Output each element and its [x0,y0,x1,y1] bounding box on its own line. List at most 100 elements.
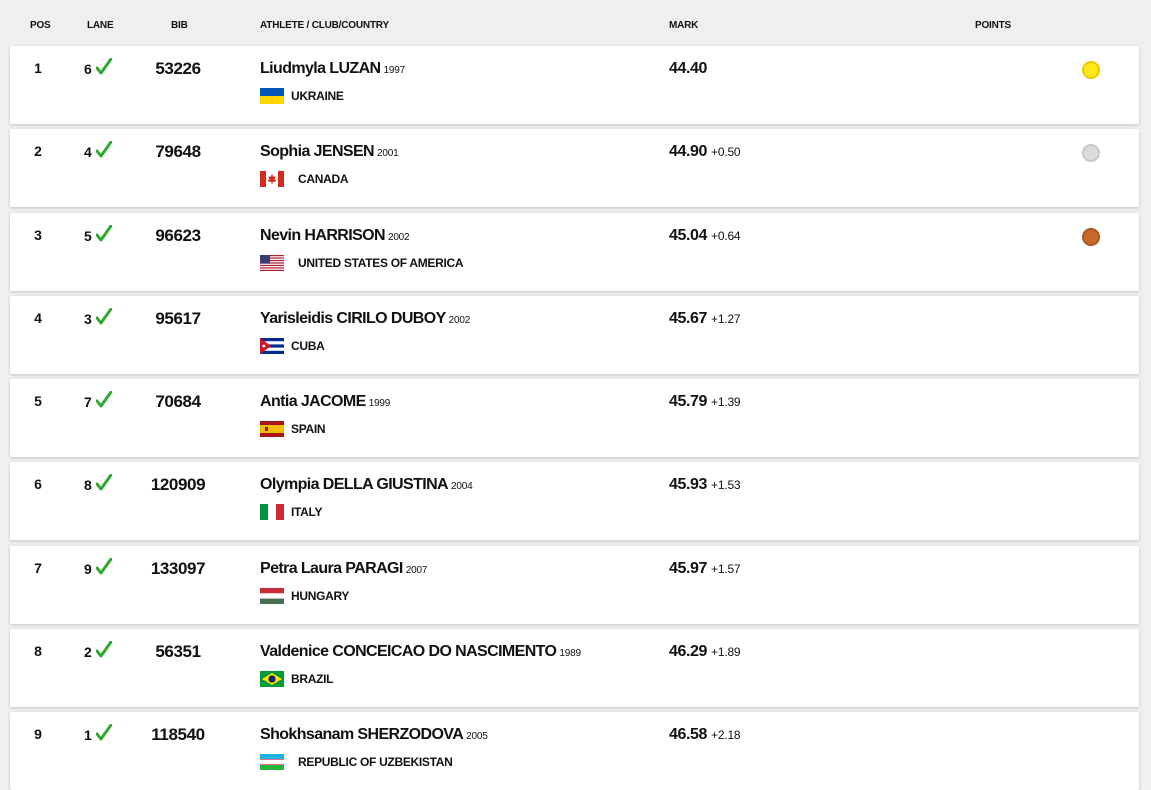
country: SPAIN [291,422,326,436]
birth-year: 2005 [466,731,488,742]
position: 2 [34,143,42,160]
position: 9 [34,726,42,742]
country: CUBA [291,338,325,353]
position: 1 [34,60,42,76]
birth-year: 2002 [387,231,410,243]
athlete-name: Liudmyla LUZAN [260,60,381,77]
qualified-check [96,58,112,75]
qualified-check [96,557,112,574]
qualified-check [96,224,112,241]
medal [1082,61,1100,79]
header-points: POINTS [975,20,1012,31]
bib: 95617 [155,308,201,328]
birth-year: 2004 [451,481,473,493]
athlete: Valdenice CONCEICAO DO NASCIMENTO 1989 [260,643,581,661]
country-flag [260,421,284,437]
mark: 45.97 +1.57 [669,559,741,578]
qualified-check [96,391,112,408]
lane: 8 [84,477,92,494]
country-flag [260,254,284,271]
mark-diff: +1.53 [711,478,741,493]
country: REPUBLIC OF UZBEKISTAN [298,755,453,769]
header-bib: BIB [171,20,188,31]
athlete: Nevin HARRISON 2002 [260,226,410,245]
result-row: 4 3 95617 Yarisleidis CIRILO DUBOY 2002 CUBA 4… [10,295,1139,374]
position: 6 [34,476,42,493]
country-flag [260,754,284,770]
country-flag [260,337,284,354]
position: 3 [34,226,42,243]
athlete-name: Antia JACOME [260,393,366,410]
qualified-check [96,640,112,658]
athlete-name: Yarisleidis CIRILO DUBOY [260,309,446,327]
mark: 44.90 +0.50 [669,143,741,161]
mark-value: 45.93 [669,476,708,494]
medal [1082,144,1100,163]
header-pos: POS [30,20,51,31]
country-flag [260,88,284,104]
athlete: Liudmyla LUZAN 1997 [260,60,405,78]
bib: 79648 [155,142,201,162]
mark: 45.04 +0.64 [669,227,741,245]
athlete: Antia JACOME 1999 [260,393,390,411]
mark-diff: +2.18 [711,728,741,742]
mark: 45.67 +1.27 [669,309,741,328]
result-row: 7 9 133097 Petra Laura PARAGI 2007 HUNGARY 45.… [10,545,1139,624]
mark-value: 45.67 [669,309,708,327]
bib: 118540 [151,725,205,744]
country: BRAZIL [291,671,334,686]
mark-diff: +0.64 [711,228,741,243]
mark-value: 45.79 [669,393,708,410]
position: 4 [34,309,42,326]
athlete-name: Petra Laura PARAGI [260,559,403,577]
mark-diff: +1.39 [711,395,741,409]
lane: 5 [84,227,92,244]
bib: 120909 [150,475,206,495]
mark-value: 46.29 [669,642,708,660]
bib: 53226 [155,59,201,78]
position: 8 [34,642,42,659]
country-flag [260,171,284,188]
result-row: 2 4 79648 Sophia JENSEN 2001 CANADA 44.90 +0.50 [10,129,1139,208]
result-row: 3 5 96623 Nevin HARRISON 2002 UNITED STATES O… [10,212,1139,291]
mark: 45.93 +1.53 [669,476,741,494]
qualified-check [96,141,112,158]
mark-value: 45.97 [669,559,708,577]
athlete: Olympia DELLA GIUSTINA 2004 [260,476,473,494]
athlete: Yarisleidis CIRILO DUBOY 2002 [260,310,470,328]
country: CANADA [298,172,349,187]
mark-diff: +1.89 [711,644,741,659]
bib: 96623 [155,225,201,245]
result-row: 5 7 70684 Antia JACOME 1999 SPAIN 45.79 +1.39 [10,379,1139,457]
birth-year: 2001 [377,148,399,160]
lane: 2 [84,643,92,660]
birth-year: 2002 [448,314,471,326]
lane: 1 [84,727,92,743]
lane: 6 [84,61,92,77]
lane: 4 [84,144,92,161]
athlete-name: Shokhsanam SHERZODOVA [260,726,464,743]
mark-value: 46.58 [669,726,708,743]
result-row: 9 1 118540 Shokhsanam SHERZODOVA 2005 REPUBLI… [10,712,1139,790]
birth-year: 1999 [368,398,391,409]
result-row: 1 6 53226 Liudmyla LUZAN 1997 UKRAINE 44.40 [10,46,1139,124]
bib: 70684 [155,392,201,411]
position: 5 [34,393,42,409]
athlete: Petra Laura PARAGI 2007 [260,560,427,578]
mark-diff: +1.27 [711,311,741,326]
result-row: 6 8 120909 Olympia DELLA GIUSTINA 2004 ITALY 4… [10,462,1139,541]
athlete-name: Sophia JENSEN [260,143,375,161]
athlete-name: Valdenice CONCEICAO DO NASCIMENTO [260,642,557,660]
mark-value: 44.40 [669,60,708,77]
qualified-check [96,307,112,325]
athlete-name: Olympia DELLA GIUSTINA [260,476,449,494]
athlete-name: Nevin HARRISON [260,226,386,244]
athlete: Sophia JENSEN 2001 [260,143,399,161]
bib: 56351 [155,641,201,661]
country: HUNGARY [291,588,350,603]
mark: 46.58 +2.18 [669,726,741,744]
athlete: Shokhsanam SHERZODOVA 2005 [260,726,488,744]
bib: 133097 [150,558,206,578]
qualified-check [96,474,112,491]
